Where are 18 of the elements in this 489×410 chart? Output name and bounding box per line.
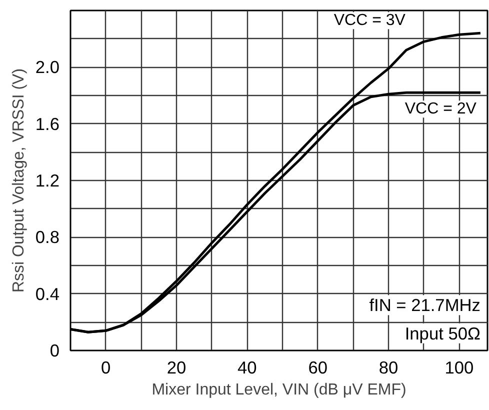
y-tick-label: 2.0 xyxy=(35,57,60,78)
x-tick-label: 100 xyxy=(444,358,474,378)
x-axis-title: Mixer Input Level, VIN (dB μV EMF) xyxy=(152,382,406,398)
x-tick-label: 80 xyxy=(378,358,398,378)
x-tick-label: 60 xyxy=(308,358,328,378)
y-tick-label: 0 xyxy=(50,340,60,360)
y-tick-label: 0.4 xyxy=(35,284,60,304)
annotation: Input 50Ω xyxy=(404,323,480,344)
series-label: VCC = 3V xyxy=(334,12,406,30)
y-tick-label: 1.2 xyxy=(35,170,60,190)
y-tick-label: 1.6 xyxy=(35,114,60,134)
series-label: VCC = 2V xyxy=(404,100,477,118)
x-tick-label: 20 xyxy=(166,358,186,378)
y-axis-title: Rssi Output Voltage, VRSSI (V) xyxy=(10,68,28,293)
annotation: fIN = 21.7MHz xyxy=(369,295,480,316)
y-tick-label: 0.8 xyxy=(35,227,60,248)
x-tick-label: 0 xyxy=(101,358,111,378)
x-tick-label: 40 xyxy=(238,358,257,378)
